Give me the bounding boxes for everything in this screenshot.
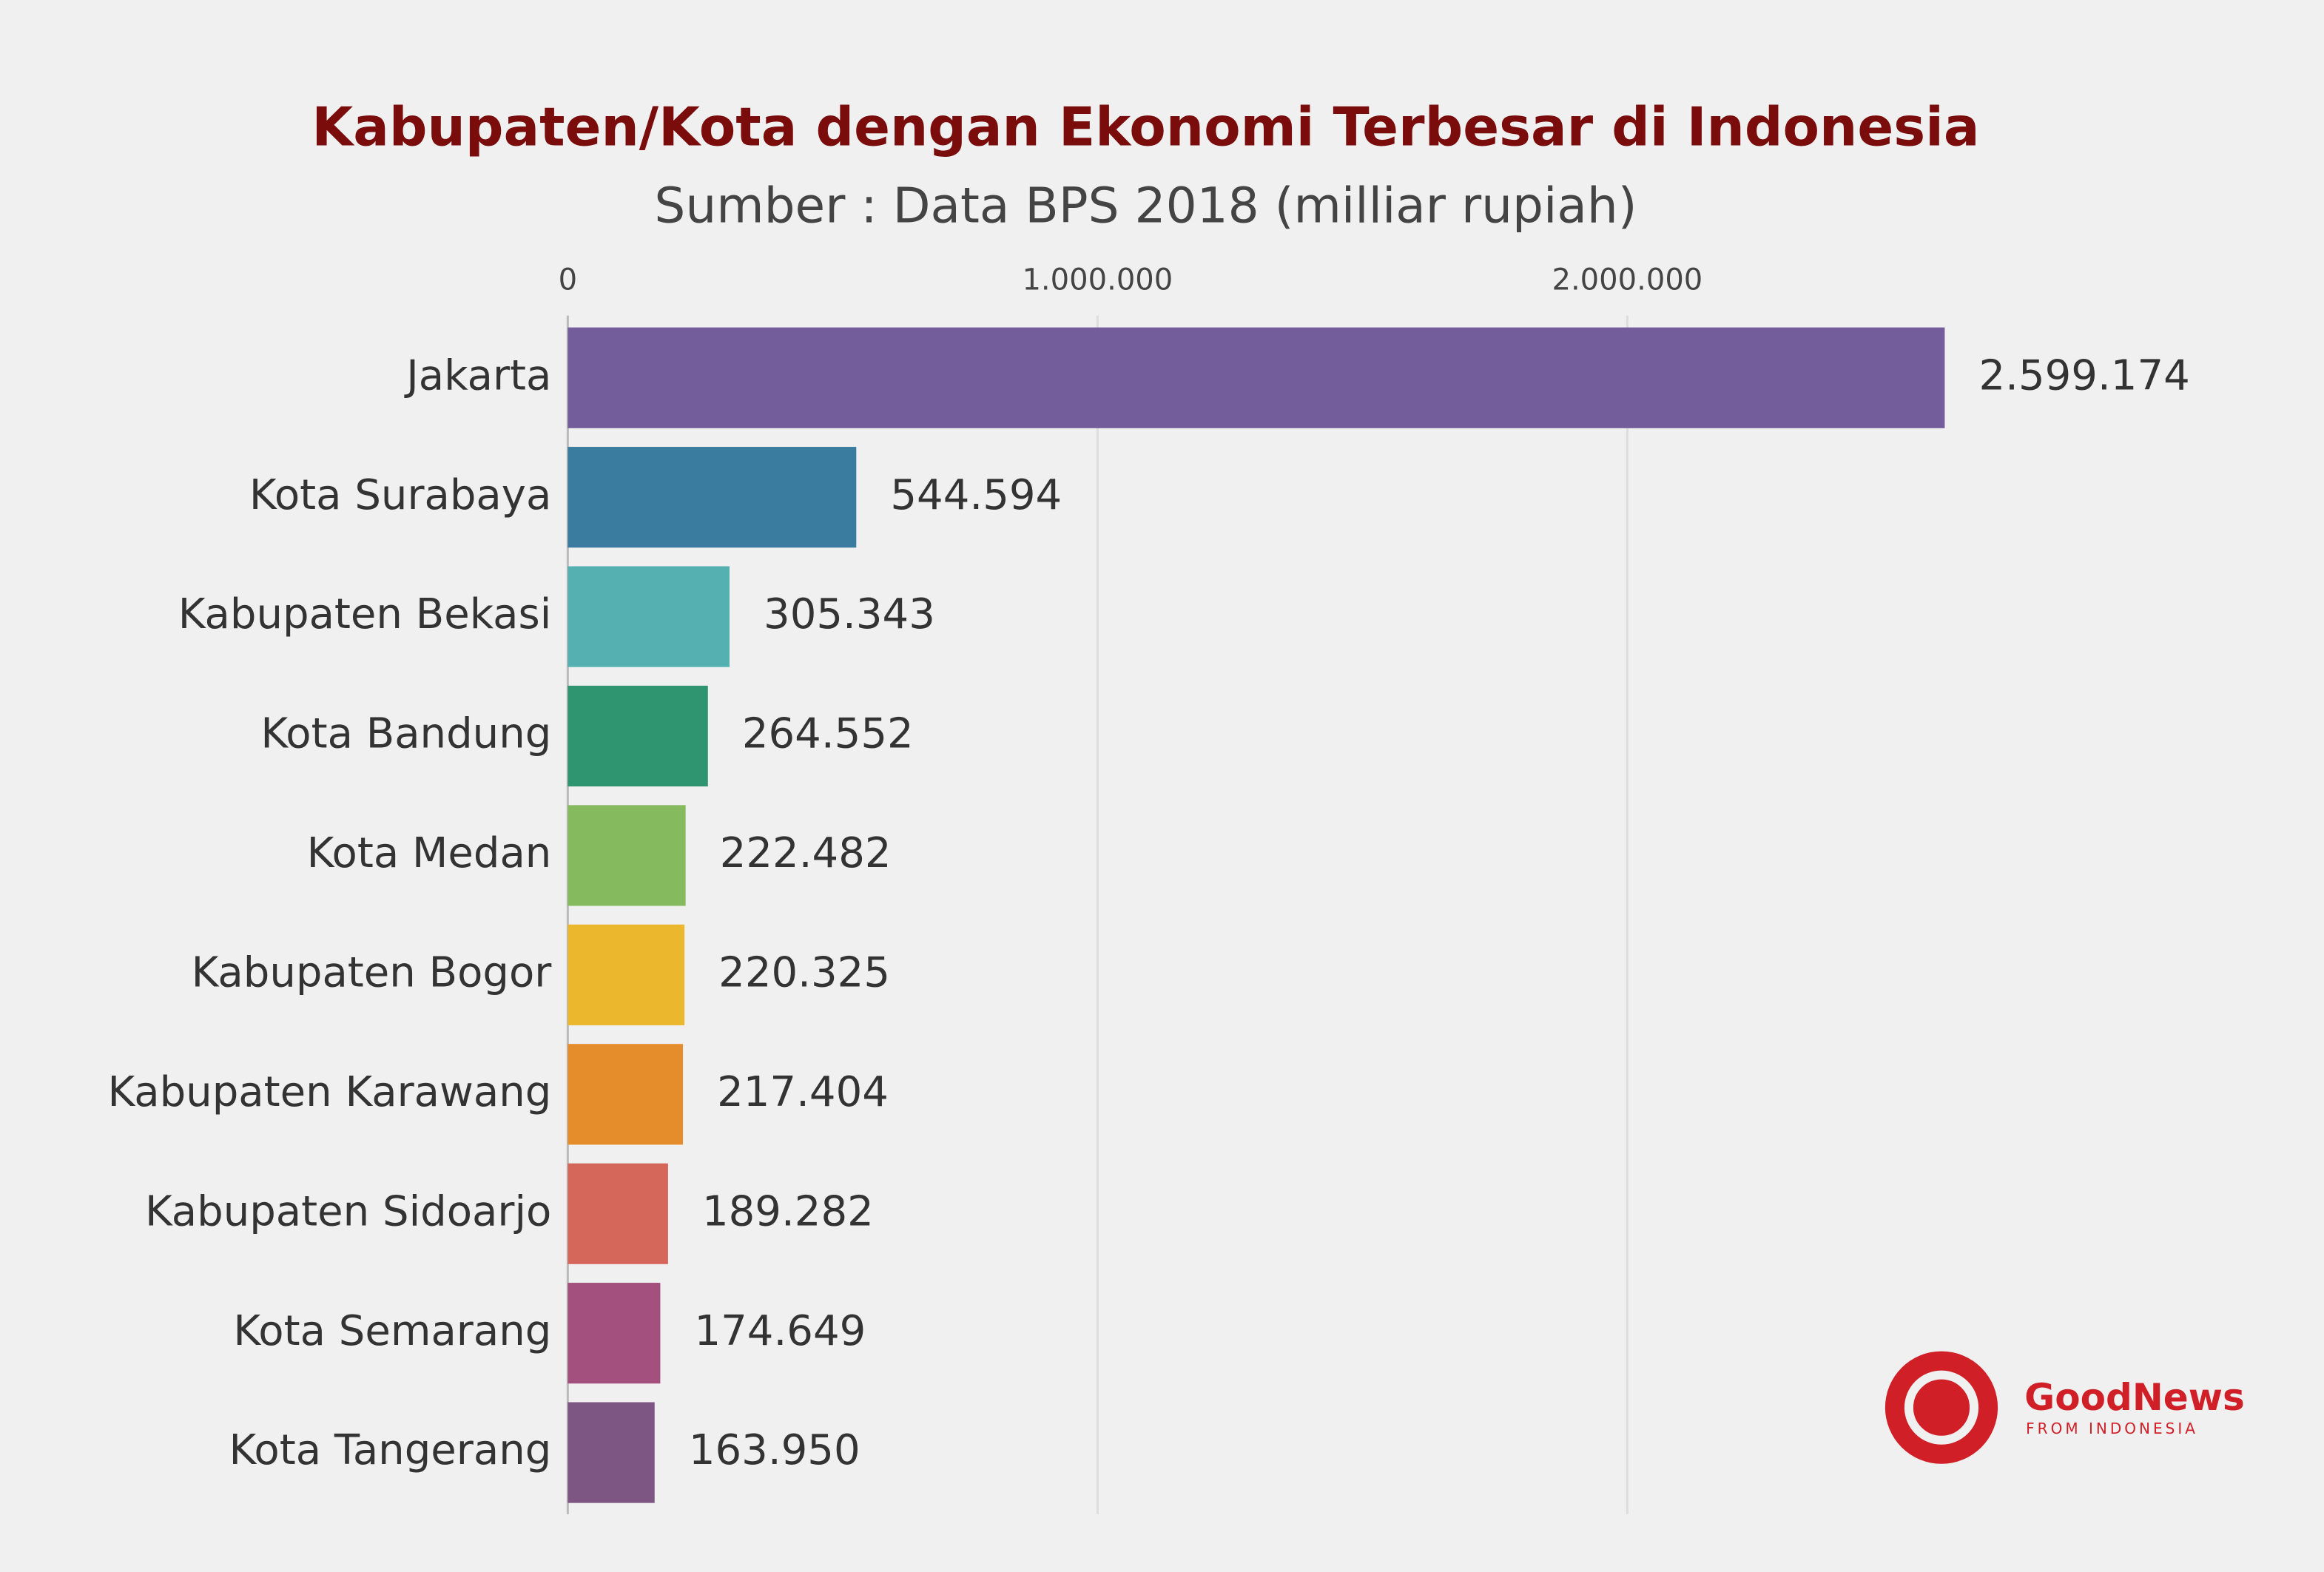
x-tick-label: 0 [559, 263, 577, 297]
x-tick-label: 1.000.000 [1022, 263, 1173, 297]
y-tick-label: Kabupaten Bekasi [178, 590, 552, 638]
y-tick-label: Kota Medan [307, 829, 552, 877]
y-tick-label: Kabupaten Sidoarjo [145, 1187, 551, 1235]
bar [567, 447, 857, 548]
bar [567, 1283, 661, 1384]
y-tick-label: Kota Tangerang [229, 1426, 551, 1474]
value-label: 217.404 [717, 1068, 889, 1116]
logo: GoodNews FROM INDONESIA [1885, 1351, 2245, 1464]
value-label: 220.325 [718, 948, 890, 996]
y-tick-label: Kabupaten Karawang [107, 1068, 551, 1116]
logo-icon [1885, 1351, 1998, 1464]
value-label: 222.482 [720, 829, 892, 877]
value-label: 189.282 [702, 1187, 874, 1235]
value-label: 2.599.174 [1978, 351, 2189, 399]
bar [567, 805, 686, 906]
bar [567, 1402, 655, 1503]
bar [567, 685, 708, 787]
x-tick-label: 2.000.000 [1552, 263, 1702, 297]
y-tick-label: Kota Semarang [233, 1307, 551, 1355]
bar [567, 1044, 684, 1145]
bar [567, 566, 730, 667]
value-label: 264.552 [742, 710, 914, 758]
value-label: 544.594 [890, 471, 1062, 519]
y-tick-label: Kota Surabaya [249, 471, 551, 519]
bar [567, 327, 1945, 428]
chart-title: Kabupaten/Kota dengan Ekonomi Terbesar d… [311, 96, 1979, 158]
value-label: 163.950 [689, 1426, 860, 1474]
logo-icon-ring [1904, 1370, 1979, 1445]
value-label: 174.649 [694, 1307, 866, 1355]
chart-subtitle: Sumber : Data BPS 2018 (milliar rupiah) [654, 177, 1637, 234]
y-tick-label: Kota Bandung [260, 710, 551, 758]
logo-tagline: FROM INDONESIA [2026, 1420, 2198, 1437]
bar [567, 1163, 668, 1264]
bar [567, 924, 685, 1025]
value-label: 305.343 [764, 590, 935, 638]
y-tick-label: Jakarta [404, 351, 551, 399]
logo-name: GoodNews [2024, 1376, 2245, 1419]
y-tick-label: Kabupaten Bogor [192, 948, 553, 996]
